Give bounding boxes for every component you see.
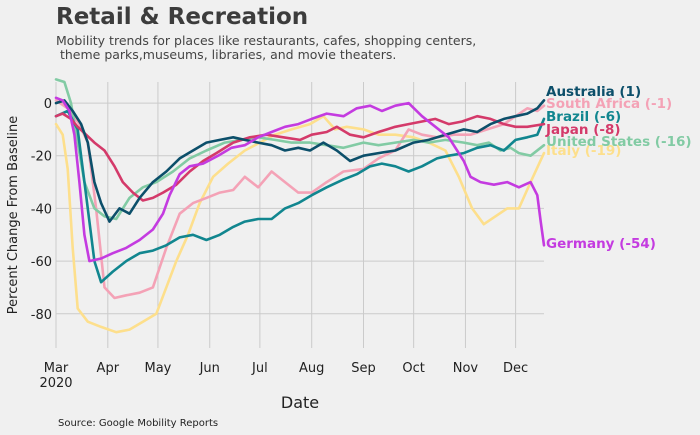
y-tick-label: -20 <box>31 150 52 165</box>
x-tick-label: Dec <box>503 361 528 376</box>
grid-lines <box>55 82 544 348</box>
x-tick-label: Jun <box>199 361 220 376</box>
x-tick-label: May <box>144 361 171 376</box>
series-line-united-states <box>54 78 546 221</box>
source-note: Source: Google Mobility Reports <box>58 418 218 429</box>
series-line-japan <box>54 112 546 202</box>
y-axis-label: Percent Change From Baseline <box>6 116 21 314</box>
series-lines <box>54 78 546 334</box>
chart-subtitle-line-1: Mobility trends for places like restaura… <box>56 33 476 48</box>
y-tick-label: -40 <box>31 202 52 217</box>
series-line-brazil <box>54 109 546 284</box>
x-tick-label: Nov <box>453 361 479 376</box>
x-tick-label: Apr <box>97 361 120 376</box>
end-label-brazil: Brazil (-6) <box>546 109 621 125</box>
series-line-australia <box>54 99 546 223</box>
x-tick-sublabel: 2020 <box>39 376 72 391</box>
end-label-italy: Italy (-19) <box>546 143 621 159</box>
series-line-south-africa <box>54 99 546 300</box>
series-end-labels: Italy (-19) South Africa (-1) United State… <box>545 84 692 252</box>
x-tick-label: Jul <box>251 361 268 376</box>
end-label-united-states: United States (-16) <box>546 134 692 150</box>
chart-subtitle-line-2: theme parks,museums, libraries, and movi… <box>56 47 396 62</box>
end-label-south-africa: South Africa (-1) <box>546 96 672 112</box>
y-tick-label: -60 <box>31 255 52 270</box>
end-label-japan: Japan (-8) <box>545 122 621 138</box>
x-tick-label: Oct <box>402 361 424 376</box>
end-label-australia: Australia (1) <box>546 84 641 100</box>
y-tick-label: 0 <box>44 97 52 112</box>
end-label-germany: Germany (-54) <box>546 236 656 252</box>
chart-title: Retail & Recreation <box>56 4 308 30</box>
x-tick-label: Mar <box>44 361 69 376</box>
series-line-germany <box>54 96 546 263</box>
y-tick-labels: 0 -20 -40 -60 -80 <box>31 97 52 323</box>
y-tick-label: -80 <box>31 308 52 323</box>
x-axis-label: Date <box>281 393 319 412</box>
x-tick-label: Aug <box>299 361 324 376</box>
x-tick-label: Sep <box>351 361 376 376</box>
